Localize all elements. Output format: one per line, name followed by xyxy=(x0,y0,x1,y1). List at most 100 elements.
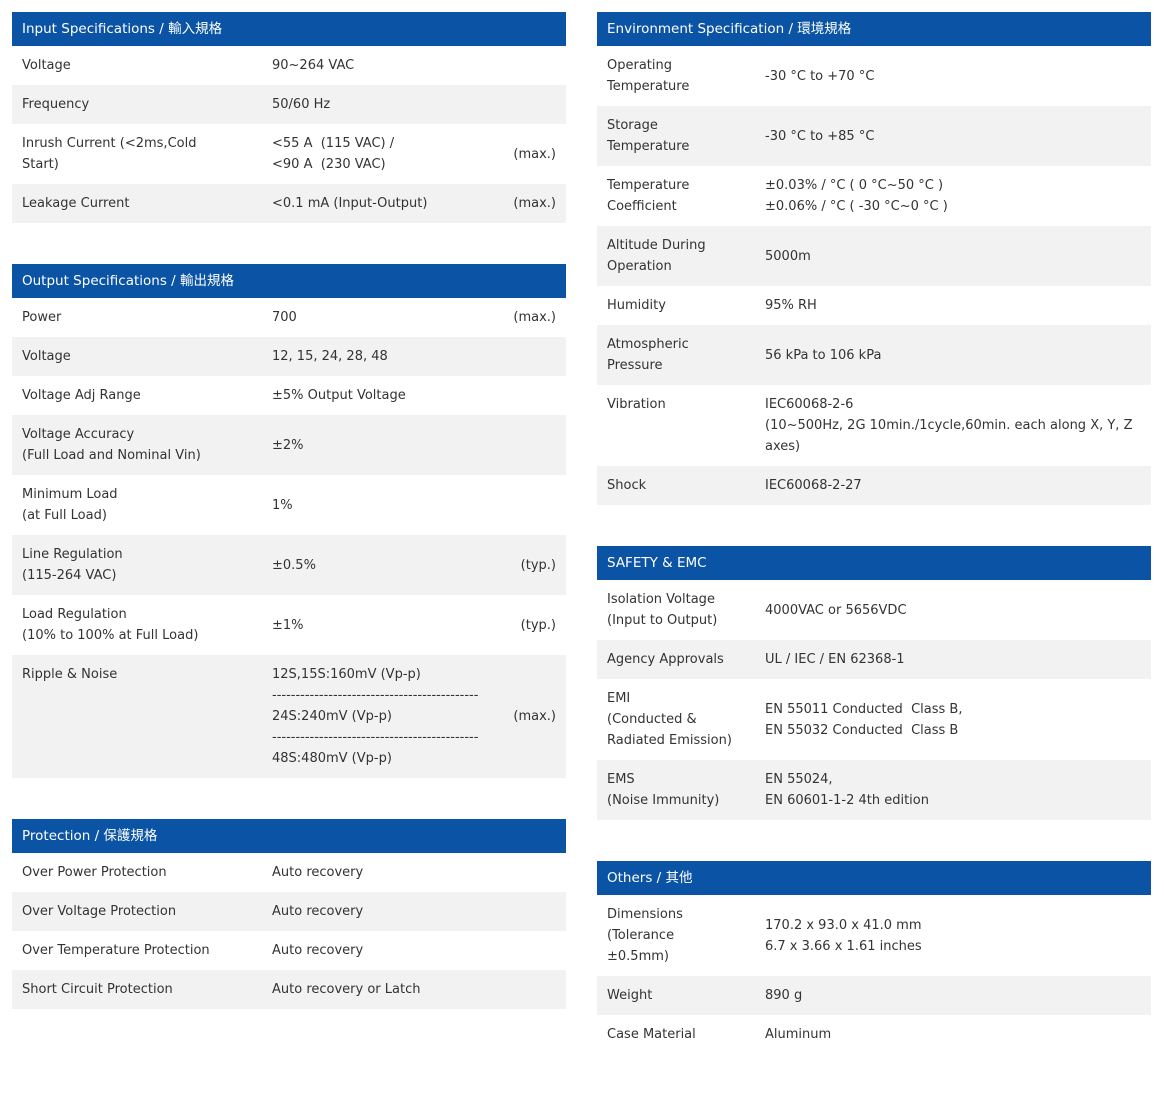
spec-value: EN 55011 Conducted Class B, EN 55032 Con… xyxy=(765,701,963,738)
spec-row: Power 700 (max.) xyxy=(12,298,566,337)
spec-row: Voltage Adj Range ±5% Output Voltage xyxy=(12,376,566,415)
right-column: Environment Specification / 環境規格 Operatin… xyxy=(597,12,1151,1095)
spec-label: Over Temperature Protection xyxy=(22,943,210,958)
spec-value: 90~264 VAC xyxy=(272,58,355,73)
spec-label: Line Regulation (115-264 VAC) xyxy=(22,547,123,583)
spec-label: Humidity xyxy=(607,298,666,313)
spec-value: IEC60068-2-27 xyxy=(765,478,862,493)
spec-value: -30 °C to +85 °C xyxy=(765,128,875,144)
input-specifications-title: Input Specifications / 輸入規格 xyxy=(12,12,566,46)
spec-value: IEC60068-2-6 (10~500Hz, 2G 10min./1cycle… xyxy=(765,397,1133,454)
output-specifications-section: Output Specifications / 輸出規格 Power 700 (max… xyxy=(12,264,566,778)
spec-label: Temperature Coefficient xyxy=(607,178,690,214)
spec-value: Auto recovery xyxy=(272,865,364,880)
spec-note: (max.) xyxy=(513,146,556,162)
spec-value: <0.1 mA (Input-Output) xyxy=(272,196,428,211)
spec-label: Operating Temperature xyxy=(607,58,690,94)
spec-label: Voltage Accuracy (Full Load and Nominal … xyxy=(22,427,201,463)
spec-row: Line Regulation (115-264 VAC) ±0.5% (typ.) xyxy=(12,535,566,595)
others-table: Dimensions (Tolerance ±0.5mm) 170.2 x 93.… xyxy=(597,895,1151,1054)
spec-row: Operating Temperature -30 °C to +70 °C xyxy=(597,46,1151,106)
spec-row: Agency Approvals UL / IEC / EN 62368-1 xyxy=(597,640,1151,679)
spec-label: Short Circuit Protection xyxy=(22,982,173,997)
spec-value: <55 A (115 VAC) / <90 A (230 VAC) xyxy=(272,136,395,172)
spec-label: Minimum Load (at Full Load) xyxy=(22,487,118,523)
spec-label: Altitude During Operation xyxy=(607,238,706,274)
spec-row: Minimum Load (at Full Load) 1% xyxy=(12,475,566,535)
spec-value: Auto recovery xyxy=(272,943,364,958)
left-column: Input Specifications / 輸入規格 Voltage 90~264… xyxy=(12,12,566,1050)
spec-note xyxy=(494,85,566,124)
protection-table: Over Power Protection Auto recovery Over V… xyxy=(12,853,566,1009)
spec-note: (max.) xyxy=(513,709,556,724)
spec-note: (max.) xyxy=(513,196,556,211)
spec-value: -30 °C to +70 °C xyxy=(765,68,875,84)
spec-label: Load Regulation (10% to 100% at Full Loa… xyxy=(22,607,199,643)
spec-value: 890 g xyxy=(765,988,803,1003)
spec-note xyxy=(494,376,566,415)
spec-value: 12S,15S:160mV (Vp-p) -------------------… xyxy=(272,667,479,766)
spec-row: Load Regulation (10% to 100% at Full Loa… xyxy=(12,595,566,655)
spec-value: ±2% xyxy=(272,437,304,453)
spec-label: EMS (Noise Immunity) xyxy=(607,772,720,808)
spec-row: Voltage 12, 15, 24, 28, 48 xyxy=(12,337,566,376)
spec-label: Voltage Adj Range xyxy=(22,388,141,403)
spec-label: Vibration xyxy=(607,397,666,412)
safety-emc-section: SAFETY & EMC Isolation Voltage (Input to … xyxy=(597,546,1151,820)
output-specifications-table: Power 700 (max.) Voltage 12, 15, 24, 28, 48 V… xyxy=(12,298,566,778)
spec-row: Voltage Accuracy (Full Load and Nominal … xyxy=(12,415,566,475)
spec-label: Inrush Current (<2ms,Cold Start) xyxy=(22,136,197,172)
spec-label: Case Material xyxy=(607,1027,696,1042)
spec-value: 170.2 x 93.0 x 41.0 mm 6.7 x 3.66 x 1.61… xyxy=(765,917,922,954)
spec-label: Agency Approvals xyxy=(607,652,724,667)
spec-note: (typ.) xyxy=(520,557,556,573)
spec-value: Auto recovery xyxy=(272,904,364,919)
spec-row: Ripple & Noise 12S,15S:160mV (Vp-p) -----… xyxy=(12,655,566,778)
environment-specification-title: Environment Specification / 環境規格 xyxy=(597,12,1151,46)
spec-label: Over Power Protection xyxy=(22,865,167,880)
spec-value: ±5% Output Voltage xyxy=(272,388,406,403)
spec-row: Dimensions (Tolerance ±0.5mm) 170.2 x 93.… xyxy=(597,895,1151,976)
spec-row: Leakage Current <0.1 mA (Input-Output) (ma… xyxy=(12,184,566,223)
spec-row: Over Temperature Protection Auto recovery xyxy=(12,931,566,970)
spec-value: ±0.03% / °C ( 0 °C~50 °C ) ±0.06% / °C (… xyxy=(765,178,948,214)
spec-row: Frequency 50/60 Hz xyxy=(12,85,566,124)
spec-value: 95% RH xyxy=(765,298,817,313)
spec-row: Inrush Current (<2ms,Cold Start) <55 A (1… xyxy=(12,124,566,184)
spec-row: Over Power Protection Auto recovery xyxy=(12,853,566,892)
spec-row: Short Circuit Protection Auto recovery or… xyxy=(12,970,566,1009)
spec-label: Weight xyxy=(607,988,653,1003)
spec-row: Humidity 95% RH xyxy=(597,286,1151,325)
spec-label: Dimensions (Tolerance ±0.5mm) xyxy=(607,907,683,964)
spec-value: 4000VAC or 5656VDC xyxy=(765,602,907,618)
spec-row: Isolation Voltage (Input to Output) 4000V… xyxy=(597,580,1151,640)
spec-note: (max.) xyxy=(513,310,556,325)
spec-label: Over Voltage Protection xyxy=(22,904,177,919)
spec-label: Atmospheric Pressure xyxy=(607,337,689,373)
spec-row: Temperature Coefficient ±0.03% / °C ( 0 °… xyxy=(597,166,1151,226)
spec-value: Auto recovery or Latch xyxy=(272,982,421,997)
environment-specification-section: Environment Specification / 環境規格 Operatin… xyxy=(597,12,1151,505)
protection-section: Protection / 保護規格 Over Power Protection Au… xyxy=(12,819,566,1009)
spec-note xyxy=(494,337,566,376)
spec-note xyxy=(494,46,566,85)
spec-value: 50/60 Hz xyxy=(272,97,331,112)
spec-row: Voltage 90~264 VAC xyxy=(12,46,566,85)
spec-row: Altitude During Operation 5000m xyxy=(597,226,1151,286)
spec-row: EMS (Noise Immunity) EN 55024, EN 60601-1… xyxy=(597,760,1151,820)
others-section: Others / 其他 Dimensions (Tolerance ±0.5mm)… xyxy=(597,861,1151,1054)
spec-value: 5000m xyxy=(765,248,811,264)
spec-value: Aluminum xyxy=(765,1027,832,1042)
spec-row: EMI (Conducted & Radiated Emission) EN 55… xyxy=(597,679,1151,760)
input-specifications-section: Input Specifications / 輸入規格 Voltage 90~264… xyxy=(12,12,566,223)
spec-value: EN 55024, EN 60601-1-2 4th edition xyxy=(765,772,929,808)
spec-row: Shock IEC60068-2-27 xyxy=(597,466,1151,505)
spec-row: Over Voltage Protection Auto recovery xyxy=(12,892,566,931)
spec-note xyxy=(494,475,566,535)
spec-value: 56 kPa to 106 kPa xyxy=(765,347,882,363)
spec-label: Isolation Voltage (Input to Output) xyxy=(607,592,718,628)
spec-row: Atmospheric Pressure 56 kPa to 106 kPa xyxy=(597,325,1151,385)
spec-value: ±1% xyxy=(272,617,304,633)
spec-label: Frequency xyxy=(22,97,90,112)
